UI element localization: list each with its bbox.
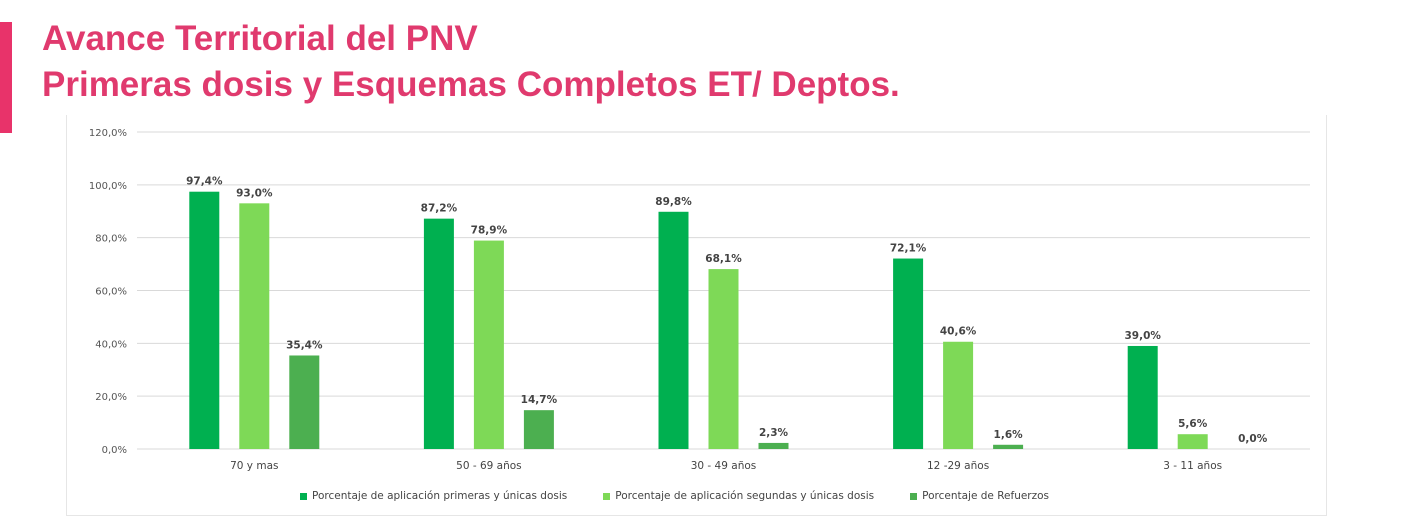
bar	[1127, 345, 1158, 449]
legend-item-segundas: Porcentaje de aplicación segundas y únic…	[603, 490, 874, 502]
data-label: 68,1%	[705, 253, 742, 265]
y-tick-label: 100,0%	[89, 181, 127, 192]
y-tick-label: 60,0%	[95, 287, 127, 298]
data-label: 97,4%	[186, 176, 223, 188]
x-tick-label: 50 - 69 años	[456, 460, 522, 472]
data-label: 14,7%	[521, 394, 558, 406]
x-tick-label: 30 - 49 años	[691, 460, 757, 472]
data-label: 40,6%	[940, 326, 977, 338]
slide-title: Avance Territorial del PNV Primeras dosi…	[42, 16, 900, 108]
y-tick-label: 120,0%	[89, 128, 127, 139]
accent-bar	[0, 22, 12, 133]
data-label: 89,8%	[655, 196, 692, 208]
data-label: 5,6%	[1178, 418, 1208, 430]
x-tick-label: 70 y mas	[230, 460, 278, 472]
data-label: 39,0%	[1124, 330, 1161, 342]
data-label: 0,0%	[1238, 433, 1268, 445]
data-label: 35,4%	[286, 339, 323, 351]
data-label: 2,3%	[759, 427, 789, 439]
bar	[658, 211, 689, 449]
y-tick-label: 40,0%	[95, 339, 127, 350]
legend-item-refuerzos: Porcentaje de Refuerzos	[910, 490, 1049, 502]
legend: Porcentaje de aplicación primeras y únic…	[300, 488, 1049, 504]
y-tick-label: 80,0%	[95, 234, 127, 245]
data-label: 72,1%	[890, 243, 927, 255]
bar	[423, 218, 454, 449]
data-label: 87,2%	[421, 203, 458, 215]
legend-swatch-segundas	[603, 492, 611, 500]
title-line-2: Primeras dosis y Esquemas Completos ET/ …	[42, 65, 900, 104]
bar	[943, 341, 974, 449]
legend-label-segundas: Porcentaje de aplicación segundas y únic…	[615, 490, 875, 502]
legend-item-primeras: Porcentaje de aplicación primeras y únic…	[300, 490, 567, 502]
legend-label-primeras: Porcentaje de aplicación primeras y únic…	[312, 490, 568, 502]
bar	[1177, 434, 1208, 449]
bar	[523, 410, 554, 449]
x-tick-label: 12 -29 años	[927, 460, 989, 472]
data-label: 78,9%	[471, 225, 508, 237]
bar	[893, 258, 924, 449]
bar	[708, 269, 739, 449]
y-tick-label: 20,0%	[95, 392, 127, 403]
bar	[758, 442, 789, 449]
legend-swatch-refuerzos	[910, 492, 918, 500]
data-label: 93,0%	[236, 187, 273, 199]
legend-swatch-primeras	[300, 492, 307, 500]
title-line-1: Avance Territorial del PNV	[42, 19, 478, 58]
bar	[289, 355, 320, 449]
y-tick-label: 0,0%	[102, 445, 127, 456]
bar	[993, 444, 1024, 449]
data-label: 1,6%	[994, 429, 1024, 441]
x-tick-label: 3 - 11 años	[1163, 460, 1222, 472]
legend-label-refuerzos: Porcentaje de Refuerzos	[922, 490, 1050, 502]
bar	[189, 191, 220, 449]
chart-frame: 0,0% 20,0% 40,0% 60,0% 80,0% 100,0% 120,0% 97,4…	[66, 115, 1327, 516]
bar	[473, 240, 504, 449]
bar	[239, 203, 270, 449]
bar-chart: 0,0% 20,0% 40,0% 60,0% 80,0% 100,0% 120,0% 97,4…	[89, 128, 1310, 472]
